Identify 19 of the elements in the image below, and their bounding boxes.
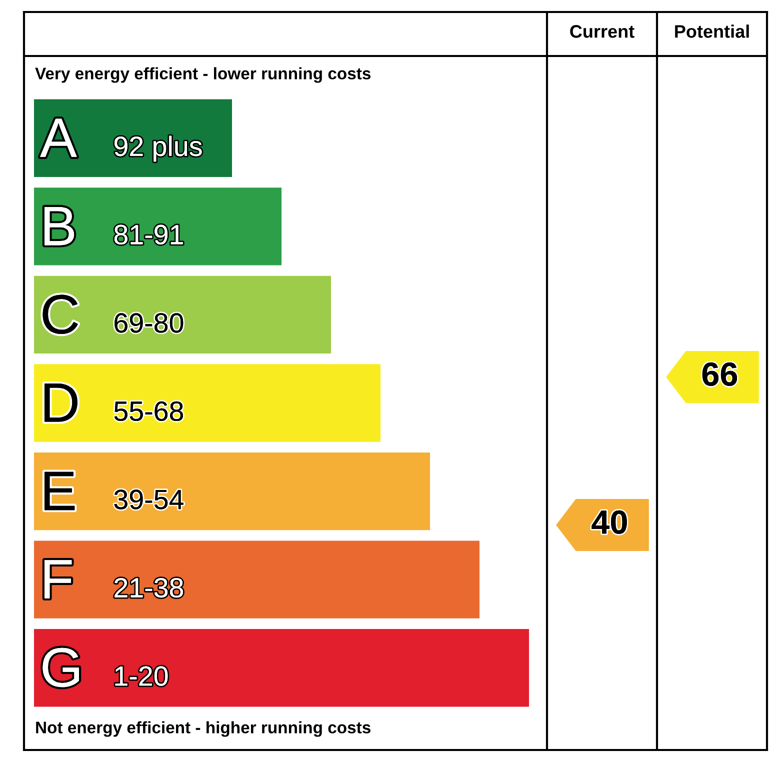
bar [34,188,282,266]
text: Current [570,25,634,38]
bar [34,364,380,442]
y-tick-label: C 69-80 [42,294,184,334]
y-tick-label: B 81-91 [44,206,183,246]
y-tick-label: F 21-38 [44,560,184,598]
y-tick-label: D 55-68 [44,384,184,422]
bar [34,540,480,618]
y-tick-label: E 39-54 [44,472,184,510]
bar [34,276,331,354]
text: 40 [592,510,627,534]
y-tick-label: A 92 plus [40,118,202,162]
text: 66 [702,362,738,386]
text: Potential [675,24,749,38]
bar [34,452,430,530]
chart-title: Very energy efficient - lower running costs [35,67,371,83]
text: Not energy efficient - higher running costs [36,721,370,737]
bar [34,629,529,707]
y-tick-label: G 1-20 [42,648,168,688]
